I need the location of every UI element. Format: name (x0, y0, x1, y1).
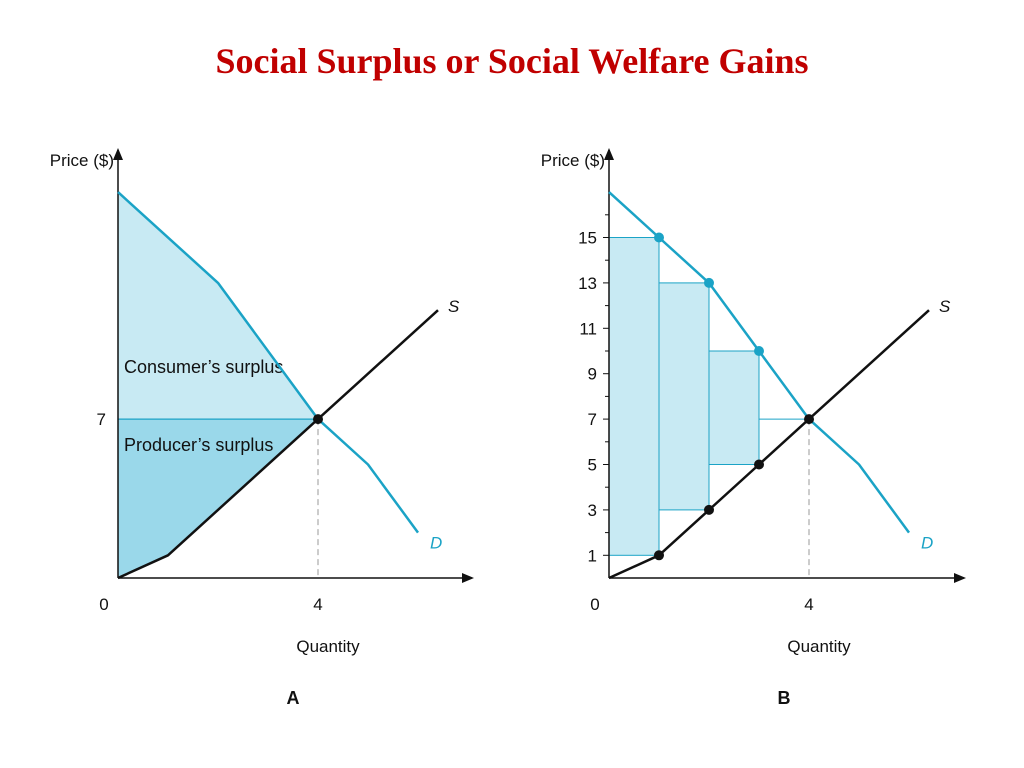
y-tick-label: 7 (588, 410, 597, 429)
surplus-bar (658, 282, 710, 511)
x-tick-label: 0 (99, 595, 108, 614)
consumer-surplus-area (118, 192, 318, 420)
y-axis-arrow (113, 148, 123, 160)
y-tick-label: 11 (579, 319, 597, 338)
demand-point (754, 346, 764, 356)
y-tick-label: 1 (588, 546, 597, 565)
y-axis-arrow (604, 148, 614, 160)
supply-point (654, 550, 664, 561)
y-axis-title: Price ($) (50, 151, 114, 170)
supply-point (754, 459, 764, 470)
equilibrium-point (313, 414, 323, 425)
producer-surplus-area (118, 419, 318, 578)
producer-surplus-label: Producer’s surplus (124, 435, 273, 455)
demand-label: D (921, 534, 933, 553)
supply-label: S (939, 297, 951, 316)
equilibrium-point (804, 414, 814, 425)
panel-label: A (287, 688, 300, 708)
panel-a: Consumer’s surplus Producer’s surplus D S 7 0… (50, 148, 474, 708)
y-tick-label: 3 (588, 501, 597, 520)
demand-label: D (430, 534, 442, 553)
supply-curve (608, 309, 930, 580)
demand-point (704, 277, 714, 288)
panel-label: B (778, 688, 791, 708)
surplus-bar (608, 237, 660, 556)
y-tick-label: 5 (588, 456, 597, 475)
x-tick-label: 4 (313, 595, 322, 614)
x-axis-title: Quantity (296, 637, 360, 656)
supply-label: S (448, 297, 460, 316)
y-tick-label: 15 (578, 229, 597, 248)
y-tick-label: 13 (578, 274, 597, 293)
x-axis-arrow (954, 573, 966, 583)
y-tick-label: 7 (97, 410, 106, 429)
slide-title: Social Surplus or Social Welfare Gains (215, 41, 809, 81)
x-tick-label: 4 (804, 595, 813, 614)
x-tick-label: 0 (590, 595, 599, 614)
y-tick-label: 9 (588, 365, 597, 384)
supply-point (704, 504, 714, 515)
consumer-surplus-label: Consumer’s surplus (124, 357, 283, 377)
x-axis-title: Quantity (787, 637, 851, 656)
demand-point (654, 232, 664, 243)
y-axis-title: Price ($) (541, 151, 605, 170)
x-axis-arrow (462, 573, 474, 583)
supply-curve (117, 309, 439, 580)
surplus-bar (708, 350, 760, 465)
